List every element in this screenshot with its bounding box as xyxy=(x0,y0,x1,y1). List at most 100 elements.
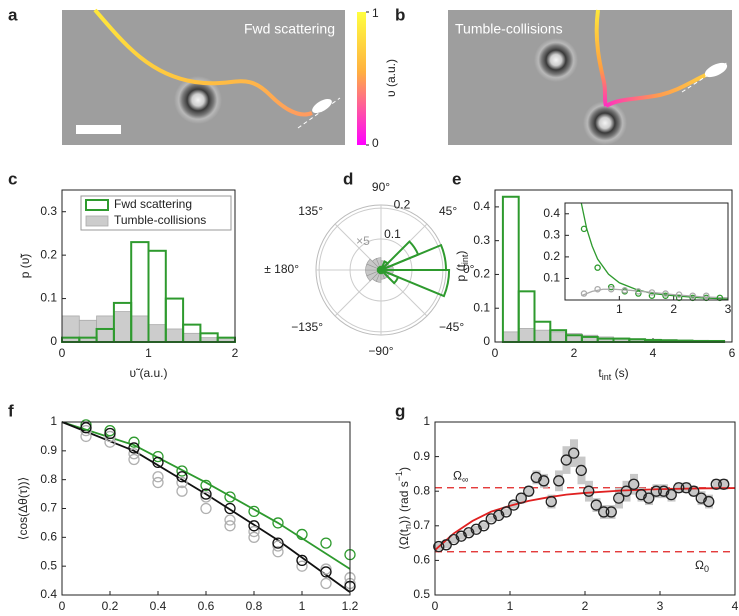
marker xyxy=(594,285,601,293)
label-part: int xyxy=(602,372,612,382)
error-band xyxy=(495,511,503,519)
theta-tick-label: 45° xyxy=(439,204,457,218)
marker xyxy=(224,502,236,515)
marker xyxy=(607,283,615,291)
marker xyxy=(272,537,284,549)
x-tick-label: 4 xyxy=(650,346,657,360)
colorbar-label: υ (a.u.) xyxy=(384,59,398,97)
marker xyxy=(152,471,164,483)
marker xyxy=(296,560,308,572)
marker xyxy=(296,554,308,567)
x-tick-label: 1 xyxy=(299,599,306,611)
theta-tick-label: ± 180° xyxy=(264,262,299,276)
marker xyxy=(689,292,696,299)
y-tick-label: 0.6 xyxy=(413,553,430,567)
theta-tick-label: 0° xyxy=(463,262,475,276)
panel-label: f xyxy=(8,401,14,420)
error-band xyxy=(712,479,721,490)
theta-tick-label: 135° xyxy=(298,204,323,218)
error-band xyxy=(705,494,713,509)
error-band xyxy=(675,482,683,493)
histogram-bar xyxy=(182,332,201,343)
marker xyxy=(128,436,140,448)
marker xyxy=(152,450,164,463)
marker xyxy=(553,475,565,487)
label-part: −1 xyxy=(394,471,404,481)
x-tick-label: 2 xyxy=(571,346,578,360)
error-band xyxy=(480,522,488,530)
theta-tick-label: −90° xyxy=(368,344,393,358)
marker xyxy=(200,479,212,492)
error-band xyxy=(442,541,451,549)
bacterium xyxy=(704,62,728,78)
marker xyxy=(607,285,615,293)
marker xyxy=(560,454,572,466)
y-tick-label: 1 xyxy=(50,414,57,428)
marker xyxy=(104,430,116,443)
marker xyxy=(688,485,700,497)
marker xyxy=(463,527,475,539)
y-tick-label: 0.8 xyxy=(40,472,57,486)
error-band xyxy=(562,446,571,474)
histogram-bar xyxy=(130,315,149,343)
label-part: Ω xyxy=(453,469,462,483)
polar-wedge xyxy=(380,240,420,271)
error-band xyxy=(570,439,578,467)
x-axis-label: tint (s) xyxy=(598,366,628,382)
marker xyxy=(320,563,332,575)
histogram-bar xyxy=(518,328,535,343)
x-tick-label: 4 xyxy=(732,599,739,611)
label-part: )⟩ (rad s xyxy=(397,481,411,524)
label-part: (s) xyxy=(611,366,628,380)
error-band xyxy=(667,487,676,502)
panel-label: d xyxy=(343,169,353,188)
marker xyxy=(658,485,670,497)
error-band xyxy=(645,491,653,506)
label-part: t xyxy=(598,366,602,380)
error-band xyxy=(720,479,728,490)
marker xyxy=(662,290,669,297)
annotation: ×5 xyxy=(356,234,370,248)
label-part: Ω xyxy=(695,558,704,572)
marker xyxy=(620,485,632,497)
marker xyxy=(176,476,188,489)
marker xyxy=(478,520,490,532)
particle xyxy=(174,76,222,124)
marker xyxy=(248,520,260,532)
error-band xyxy=(532,470,541,485)
marker xyxy=(508,499,520,511)
marker xyxy=(320,537,332,549)
y-tick-label: 0.9 xyxy=(413,449,430,463)
y-axis-label: p (υ̃) xyxy=(18,253,32,279)
polar-wedge xyxy=(365,263,382,271)
error-band xyxy=(697,491,706,506)
marker xyxy=(272,517,284,529)
label-part: ∞ xyxy=(462,475,468,485)
marker xyxy=(80,419,92,431)
histogram-bar xyxy=(502,331,520,343)
marker xyxy=(272,546,284,558)
histogram-bar xyxy=(501,195,520,343)
x-tick-label: 2 xyxy=(670,302,677,316)
marker xyxy=(152,456,164,469)
marker xyxy=(493,509,505,522)
theta-tick-label: −135° xyxy=(291,320,323,334)
x-tick-label: 0 xyxy=(59,599,66,611)
error-band xyxy=(600,505,608,519)
error-band xyxy=(472,525,481,533)
marker xyxy=(448,533,460,546)
polar-wedge xyxy=(380,243,448,271)
y-tick-label: 0.2 xyxy=(40,247,57,261)
y-axis-label: ⟨Ω(tn)⟩ (rad s−1) xyxy=(394,467,413,550)
marker xyxy=(128,442,140,454)
x-tick-label: 2 xyxy=(232,346,239,360)
heading-line xyxy=(297,97,341,129)
axes-background xyxy=(565,203,728,300)
marker xyxy=(695,492,707,504)
marker xyxy=(80,424,92,437)
y-tick-label: 0 xyxy=(483,334,490,348)
error-band xyxy=(502,508,511,516)
x-tick-label: 0 xyxy=(432,599,439,611)
y-tick-label: 0.7 xyxy=(40,501,57,515)
polar-wedge xyxy=(380,269,451,298)
